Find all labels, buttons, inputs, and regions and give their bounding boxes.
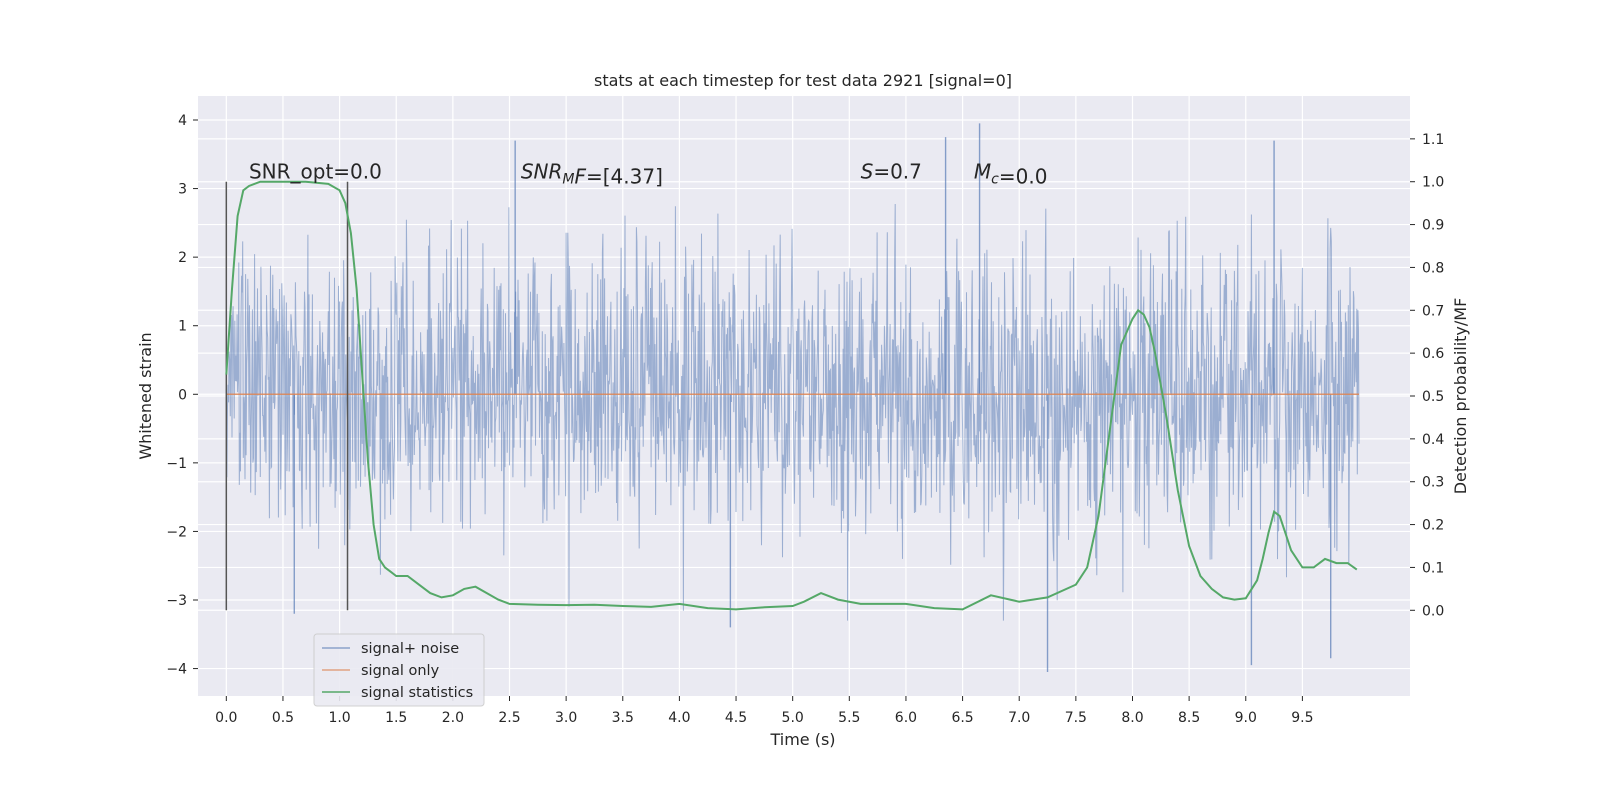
x-axis-ticks: 0.0 0.5 1.0 1.5 2.0 2.5 3.0 3.5 4.0 4.5 5.0 5.5 6.0 6… (215, 696, 1314, 726)
annotation-snr-opt: SNR_opt=0.0 (249, 159, 382, 183)
legend-label-signal-statistics: signal statistics (361, 685, 473, 701)
yl-tick-label-5: 1 (178, 319, 187, 335)
x-tick-label-16: 8.0 (1121, 710, 1143, 726)
x-tick-label-7: 3.5 (612, 710, 634, 726)
x-tick-label-9: 4.5 (725, 710, 747, 726)
yr-tick-label-9: 0.9 (1422, 218, 1444, 234)
yr-tick-label-5: 0.5 (1422, 389, 1444, 405)
yr-tick-label-3: 0.3 (1422, 475, 1444, 491)
yl-tick-label-6: 2 (178, 250, 187, 266)
chart-title: stats at each timestep for test data 292… (594, 71, 1012, 90)
annotation-snr-mf: SNRMF=[4.37] (521, 159, 663, 188)
x-tick-label-3: 1.5 (385, 710, 407, 726)
x-tick-label-17: 8.5 (1178, 710, 1200, 726)
legend-label-signal-only: signal only (361, 663, 440, 679)
x-tick-label-19: 9.5 (1291, 710, 1313, 726)
y-left-axis-ticks: −4 −3 −2 −1 0 1 2 3 4 (166, 113, 198, 678)
yr-tick-label-7: 0.7 (1422, 303, 1444, 319)
x-tick-label-11: 5.5 (838, 710, 860, 726)
legend-label-signal-noise: signal+ noise (361, 641, 459, 657)
yr-tick-label-1: 0.1 (1422, 560, 1444, 576)
yr-tick-label-8: 0.8 (1422, 260, 1444, 276)
y-left-axis-label: Whitened strain (136, 332, 155, 459)
x-tick-label-1: 0.5 (272, 710, 294, 726)
x-tick-label-2: 1.0 (328, 710, 350, 726)
yl-tick-label-4: 0 (178, 387, 187, 403)
yl-tick-label-0: −4 (166, 662, 187, 678)
y-right-axis-label: Detection probability/MF (1451, 298, 1470, 495)
yl-tick-label-1: −3 (166, 593, 187, 609)
x-tick-label-0: 0.0 (215, 710, 237, 726)
yr-tick-label-11: 1.1 (1422, 132, 1444, 148)
x-tick-label-4: 2.0 (442, 710, 464, 726)
annotations: SNR_opt=0.0 SNRMF=[4.37] S=0.7 Mc=0.0 (249, 159, 1047, 188)
legend: signal+ noise signal only signal statist… (313, 633, 485, 707)
x-tick-label-14: 7.0 (1008, 710, 1030, 726)
x-tick-label-8: 4.0 (668, 710, 690, 726)
signal-statistics-line (225, 180, 1358, 611)
x-axis-label: Time (s) (769, 730, 835, 749)
yl-tick-label-7: 3 (178, 182, 187, 198)
legend-box (313, 633, 485, 707)
x-tick-label-6: 3.0 (555, 710, 577, 726)
x-tick-label-12: 6.0 (895, 710, 917, 726)
x-tick-label-18: 9.0 (1235, 710, 1257, 726)
yl-tick-label-3: −1 (166, 456, 187, 472)
x-tick-label-15: 7.5 (1065, 710, 1087, 726)
yl-tick-label-2: −2 (166, 524, 187, 540)
series-signal-statistics (225, 180, 1358, 611)
yr-tick-label-6: 0.6 (1422, 346, 1444, 362)
annotation-s: S=0.7 (861, 159, 922, 183)
yl-tick-label-8: 4 (178, 113, 187, 129)
vertical-markers (225, 181, 349, 611)
yr-tick-label-2: 0.2 (1422, 518, 1444, 534)
annotation-mc: Mc=0.0 (974, 159, 1048, 188)
x-tick-label-13: 6.5 (951, 710, 973, 726)
yr-tick-label-10: 1.0 (1422, 175, 1444, 191)
x-tick-label-5: 2.5 (498, 710, 520, 726)
signal-noise-line (225, 203, 1360, 621)
y-right-axis-ticks: 0.0 0.1 0.2 0.3 0.4 0.5 0.6 0.7 0.8 0.9 1.0 1.1 (1410, 132, 1444, 619)
x-tick-label-10: 5.0 (782, 710, 804, 726)
series-signal-noise (225, 123, 1360, 672)
yr-tick-label-4: 0.4 (1422, 432, 1444, 448)
yr-tick-label-0: 0.0 (1422, 603, 1444, 619)
